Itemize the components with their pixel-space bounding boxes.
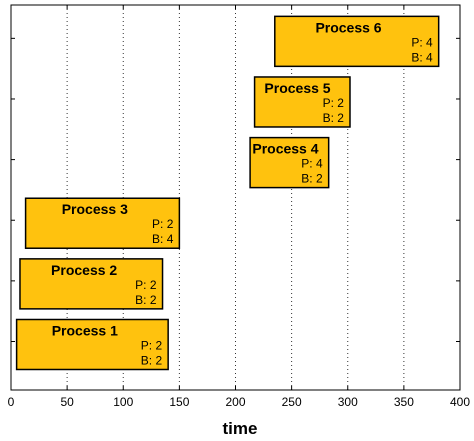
process-b-label: B: 2 <box>141 353 163 367</box>
x-axis-title: time <box>223 419 258 438</box>
process-p-label: P: 4 <box>411 35 433 49</box>
process-name: Process 5 <box>264 80 330 96</box>
process-name: Process 3 <box>62 201 128 217</box>
process-b-label: B: 2 <box>301 172 323 186</box>
process-b-label: B: 4 <box>152 232 174 246</box>
x-tick-label: 250 <box>282 395 302 409</box>
process-p-label: P: 4 <box>301 157 323 171</box>
x-tick-label: 50 <box>60 395 74 409</box>
process-b-label: B: 2 <box>323 111 345 125</box>
process-name: Process 1 <box>52 322 118 338</box>
process-b-label: B: 2 <box>135 293 157 307</box>
process-p-label: P: 2 <box>141 338 163 352</box>
process-bar-rect <box>253 76 351 128</box>
process-name: Process 4 <box>252 141 318 157</box>
process-bar-5: Process 5P: 2B: 2 <box>253 76 351 128</box>
x-tick-label: 100 <box>113 395 133 409</box>
x-tick-label: 0 <box>8 395 15 409</box>
process-bar-rect <box>15 318 169 371</box>
process-bar-rect <box>19 258 164 310</box>
x-tick-label: 300 <box>338 395 358 409</box>
process-p-label: P: 2 <box>135 278 157 292</box>
process-b-label: B: 4 <box>411 50 433 64</box>
process-bar-rect <box>274 15 440 68</box>
process-bar-4: Process 4P: 4B: 2 <box>249 136 330 189</box>
x-axis-ticks: 0 50 100 150 200 250 300 350 400 <box>8 5 470 409</box>
process-bar-rect <box>249 136 330 189</box>
process-bar-2: Process 2 P: 2B: 2 <box>19 258 164 310</box>
process-p-label: P: 2 <box>152 217 174 231</box>
y-tick-marks <box>11 37 460 342</box>
process-p-label: P: 2 <box>323 96 345 110</box>
process-bar-3: Process 3 P: 2B: 4 <box>24 197 181 249</box>
x-tick-label: 400 <box>450 395 470 409</box>
process-name: Process 2 <box>51 262 117 278</box>
process-bar-6: Process 6 P: 4B: 4 <box>274 15 440 68</box>
process-name: Process 6 <box>315 19 381 35</box>
x-tick-label: 150 <box>169 395 189 409</box>
x-tick-label: 200 <box>225 395 245 409</box>
process-bar-1: Process 1 P: 2B: 2 <box>15 318 169 371</box>
x-tick-label: 350 <box>394 395 414 409</box>
process-bar-rect <box>24 197 181 249</box>
